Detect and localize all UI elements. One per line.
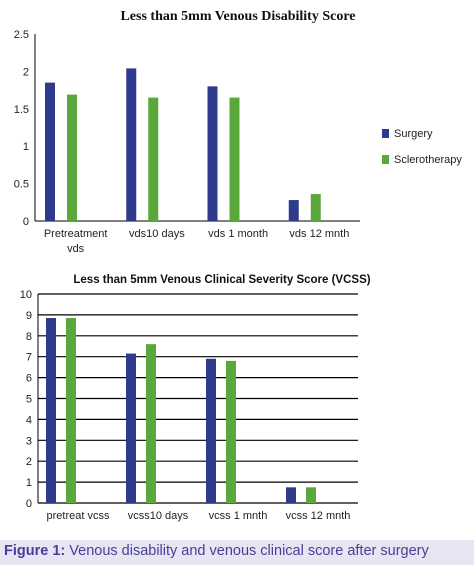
vcss-bar-blue [126,353,136,503]
vcss-bar-blue [46,318,56,503]
vcss-bar-blue [286,487,296,503]
vds-legend-label: Surgery [394,128,433,140]
vcss-category-label: pretreat vcss [47,510,110,522]
vds-category-label: vds [67,243,85,255]
vcss-chart-panel: Less than 5mm Venous Clinical Severity S… [0,270,474,535]
vcss-ytick-label: 8 [26,331,32,343]
vcss-bar-green [226,360,236,503]
vds-bar-green [67,94,77,221]
vds-bar-green [310,194,321,221]
vds-ytick-label: 0.5 [14,179,29,191]
vcss-chart: Less than 5mm Venous Clinical Severity S… [20,274,371,522]
vds-ytick-label: 1.5 [14,104,29,116]
vds-legend-label: Sclerotherapy [394,154,462,166]
vcss-ytick-label: 7 [26,352,32,364]
vds-category-label: Pretreatment [44,228,108,240]
vcss-ytick-label: 5 [26,394,32,406]
vcss-ytick-label: 10 [20,289,32,301]
vds-category-label: vds 12 mnth [289,228,349,240]
vcss-ytick-label: 1 [26,477,32,489]
vcss-bar-blue [206,358,216,503]
vcss-bar-green [306,487,316,503]
vds-bar-blue [207,86,218,221]
vcss-ytick-label: 2 [26,456,32,468]
vcss-bar-green [66,318,76,503]
vds-ytick-label: 2.5 [14,29,29,41]
vds-ytick-label: 2 [23,66,29,78]
vds-ytick-label: 0 [23,216,29,228]
vds-category-label: vds10 days [129,228,185,240]
figure-caption: Figure 1: Venous disability and venous c… [4,543,429,559]
figure-caption-bar: Figure 1: Venous disability and venous c… [0,540,474,565]
vcss-ytick-label: 3 [26,435,32,447]
vcss-ytick-label: 4 [26,414,32,426]
vds-chart-title: Less than 5mm Venous Disability Score [120,9,355,24]
vcss-chart-title: Less than 5mm Venous Clinical Severity S… [73,274,370,286]
vds-bar-green [148,97,159,221]
vds-category-label: vds 1 month [208,228,268,240]
caption-text: Venous disability and venous clinical sc… [65,543,429,559]
vds-bar-green [229,97,240,221]
vds-bar-blue [126,68,137,222]
vcss-category-label: vcss10 days [128,510,189,522]
vcss-category-label: vcss 12 mnth [286,510,351,522]
vcss-ytick-label: 6 [26,373,32,385]
vds-ytick-label: 1 [23,141,29,153]
vcss-category-label: vcss 1 mnth [209,510,268,522]
vds-chart: Less than 5mm Venous Disability Score 0 0.… [14,9,463,255]
vcss-bar-green [146,344,156,503]
vds-chart-panel: Less than 5mm Venous Disability Score 0 0.… [0,0,474,270]
caption-label: Figure 1: [4,543,66,559]
vds-legend-swatch [382,155,389,164]
vds-legend-swatch [382,129,389,138]
vds-bar-blue [288,200,299,221]
vcss-ytick-label: 9 [26,310,32,322]
vds-bar-blue [45,82,55,222]
vcss-ytick-label: 0 [26,498,32,510]
